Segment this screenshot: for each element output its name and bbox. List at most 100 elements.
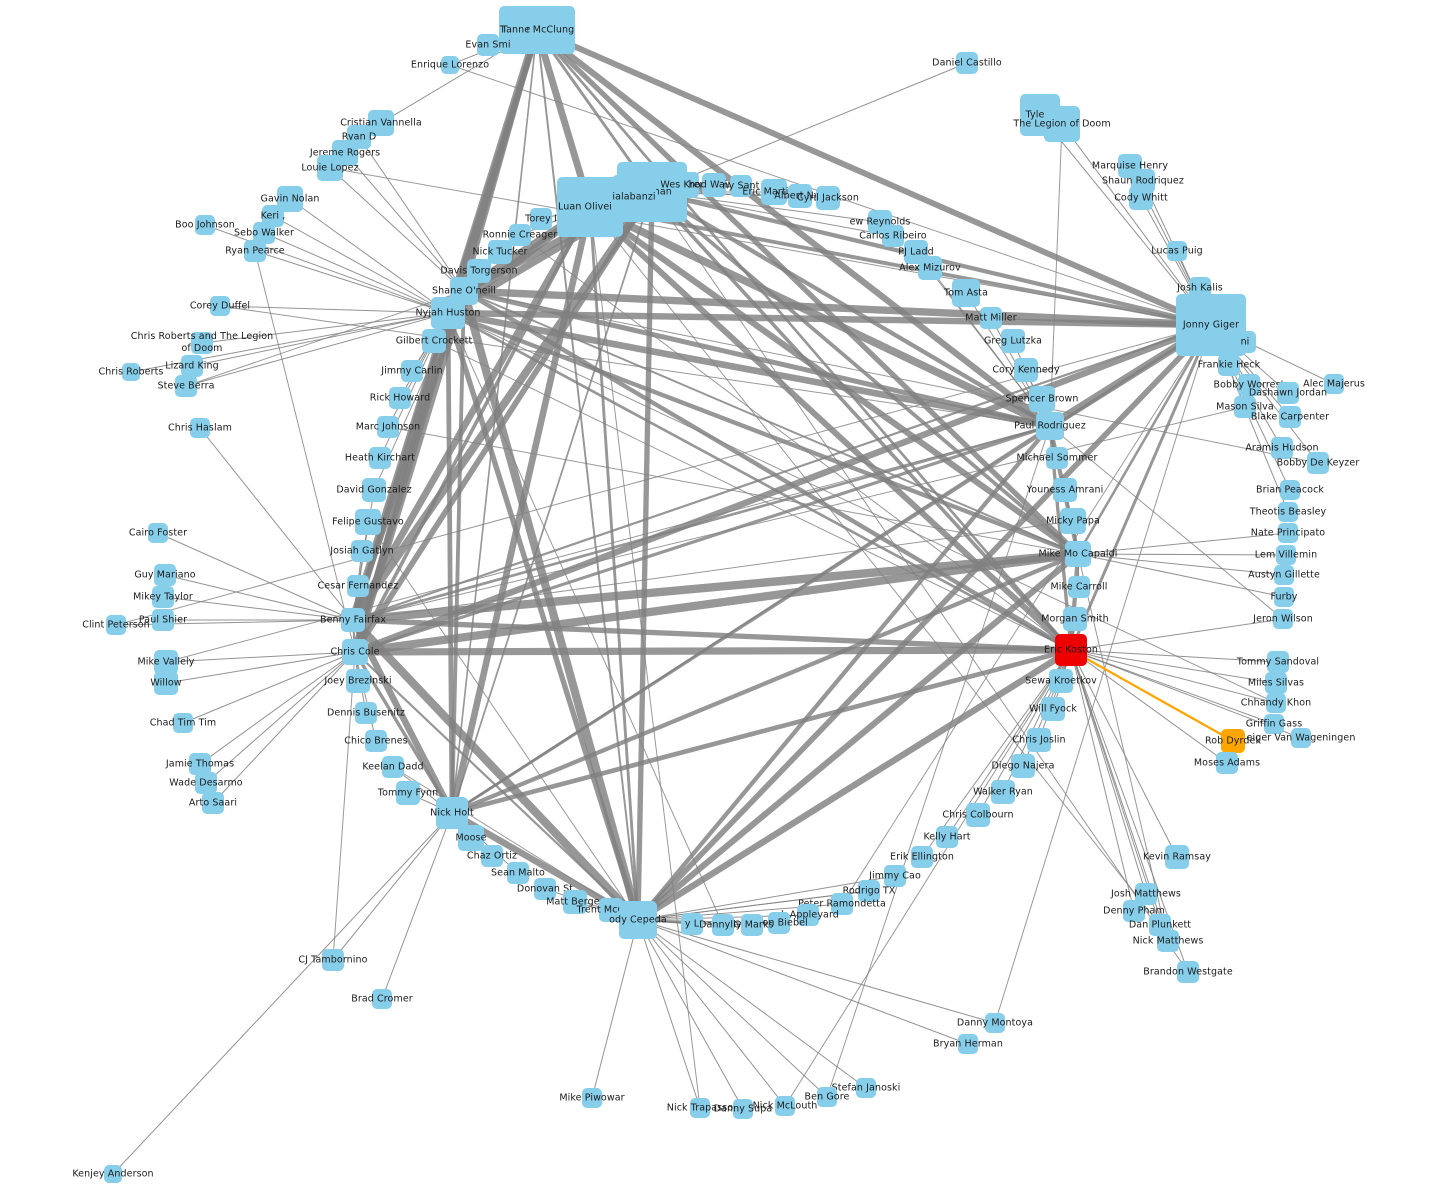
graph-node[interactable] <box>362 478 386 502</box>
graph-node[interactable] <box>210 296 230 316</box>
graph-node[interactable] <box>1265 672 1287 694</box>
graph-node[interactable] <box>195 215 215 235</box>
graph-node[interactable] <box>952 279 980 307</box>
graph-node[interactable] <box>122 363 140 381</box>
graph-node[interactable] <box>346 669 370 693</box>
graph-node[interactable] <box>1324 374 1344 394</box>
graph-node[interactable] <box>856 1078 876 1098</box>
graph-node[interactable] <box>1068 576 1090 598</box>
graph-node[interactable] <box>1274 565 1294 585</box>
graph-node[interactable] <box>788 184 812 208</box>
graph-node[interactable] <box>1218 354 1240 376</box>
graph-node[interactable] <box>377 416 399 438</box>
graph-node[interactable] <box>1055 634 1087 666</box>
graph-node[interactable] <box>858 880 880 902</box>
graph-node[interactable] <box>1277 382 1299 404</box>
graph-node[interactable] <box>1273 609 1293 629</box>
graph-node[interactable] <box>816 186 840 210</box>
graph-node[interactable] <box>712 914 734 936</box>
graph-node[interactable] <box>1046 447 1068 469</box>
graph-node[interactable] <box>181 355 203 377</box>
graph-node[interactable] <box>355 509 381 535</box>
graph-node[interactable] <box>775 1096 795 1116</box>
graph-node[interactable] <box>1060 508 1086 534</box>
graph-node[interactable] <box>1044 106 1080 142</box>
graph-node[interactable] <box>1029 386 1055 412</box>
graph-node[interactable] <box>244 240 266 262</box>
graph-node[interactable] <box>106 615 126 635</box>
graph-node[interactable] <box>1001 329 1025 353</box>
graph-node[interactable] <box>1167 241 1187 261</box>
graph-node[interactable] <box>1014 358 1038 382</box>
graph-node[interactable] <box>1266 693 1286 713</box>
graph-node[interactable] <box>612 175 656 219</box>
graph-node[interactable] <box>1053 478 1077 502</box>
graph-node[interactable] <box>154 564 176 586</box>
graph-node[interactable] <box>1049 669 1073 693</box>
graph-node[interactable] <box>1036 412 1064 440</box>
graph-node[interactable] <box>1063 607 1087 631</box>
graph-node[interactable] <box>797 904 819 926</box>
graph-node[interactable] <box>262 205 284 227</box>
graph-node[interactable] <box>481 845 503 867</box>
graph-node[interactable] <box>509 224 531 246</box>
graph-node[interactable] <box>173 713 193 733</box>
graph-node[interactable] <box>458 825 484 851</box>
graph-node[interactable] <box>1274 587 1294 607</box>
graph-node[interactable] <box>436 797 468 829</box>
graph-node[interactable] <box>1264 714 1284 734</box>
graph-node[interactable] <box>154 671 178 695</box>
graph-node[interactable] <box>530 208 552 230</box>
graph-node[interactable] <box>582 1088 602 1108</box>
graph-node[interactable] <box>1271 437 1293 459</box>
graph-node[interactable] <box>563 890 587 914</box>
graph-node[interactable] <box>673 172 699 198</box>
graph-node[interactable] <box>189 753 211 775</box>
graph-node[interactable] <box>152 586 174 608</box>
graph-node[interactable] <box>322 949 344 971</box>
graph-node[interactable] <box>1307 452 1329 474</box>
graph-node[interactable] <box>768 912 790 934</box>
graph-node[interactable] <box>195 772 217 794</box>
graph-node[interactable] <box>882 225 904 247</box>
graph-node[interactable] <box>422 329 446 353</box>
graph-node[interactable] <box>1165 845 1189 869</box>
graph-node[interactable] <box>477 34 499 56</box>
graph-node[interactable] <box>831 893 853 915</box>
graph-node[interactable] <box>1216 752 1238 774</box>
graph-node[interactable] <box>505 19 527 41</box>
graph-node[interactable] <box>1278 523 1298 543</box>
graph-node[interactable] <box>702 173 726 197</box>
graph-node[interactable] <box>368 110 394 136</box>
graph-node[interactable] <box>488 240 512 264</box>
graph-node[interactable] <box>1276 545 1296 565</box>
graph-node[interactable] <box>733 1099 753 1119</box>
graph-node[interactable] <box>1027 728 1051 752</box>
graph-node[interactable] <box>1011 754 1035 778</box>
graph-node[interactable] <box>991 780 1015 804</box>
graph-node[interactable] <box>202 792 224 814</box>
graph-node[interactable] <box>956 52 978 74</box>
graph-node[interactable] <box>148 523 168 543</box>
graph-node[interactable] <box>911 846 933 868</box>
graph-node[interactable] <box>761 179 787 205</box>
graph-node[interactable] <box>936 826 958 848</box>
graph-node[interactable] <box>154 650 178 674</box>
graph-node[interactable] <box>985 1013 1005 1033</box>
graph-node[interactable] <box>741 914 763 936</box>
graph-node[interactable] <box>342 639 368 665</box>
graph-node[interactable] <box>365 730 387 752</box>
graph-node[interactable] <box>1065 541 1091 567</box>
graph-node[interactable] <box>351 540 373 562</box>
graph-node[interactable] <box>507 862 529 884</box>
graph-node[interactable] <box>389 387 411 409</box>
graph-node[interactable] <box>1123 900 1145 922</box>
graph-node[interactable] <box>918 256 942 280</box>
graph-node[interactable] <box>1291 728 1311 748</box>
graph-node[interactable] <box>317 155 343 181</box>
graph-node[interactable] <box>980 307 1002 329</box>
graph-node[interactable] <box>681 913 703 935</box>
graph-node[interactable] <box>104 1165 122 1183</box>
graph-node[interactable] <box>341 608 365 632</box>
